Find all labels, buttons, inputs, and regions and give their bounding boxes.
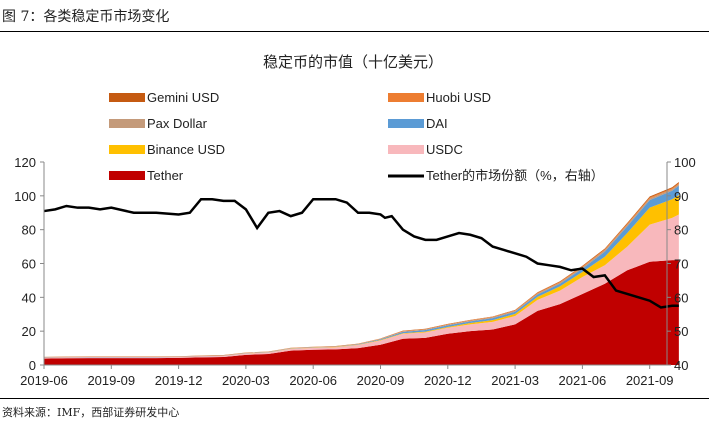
x-tick-label: 2020-06 <box>289 373 337 388</box>
y-tick-label-left: 40 <box>22 290 36 305</box>
x-tick-label: 2019-06 <box>20 373 68 388</box>
x-tick-label: 2020-09 <box>357 373 405 388</box>
x-tick-label: 2019-09 <box>87 373 135 388</box>
legend-label: Binance USD <box>147 142 225 157</box>
legend-label: Tether <box>147 168 184 183</box>
y-tick-label-left: 20 <box>22 324 36 339</box>
legend-swatch <box>109 171 145 180</box>
legend-label: Tether的市场份额（%，右轴） <box>426 168 604 183</box>
y-tick-label-left: 60 <box>22 257 36 272</box>
legend-label: Gemini USD <box>147 90 219 105</box>
top-rule <box>0 31 709 32</box>
y-tick-label-right: 50 <box>674 324 688 339</box>
source-note: 资料来源：IMF，西部证券研发中心 <box>2 406 180 419</box>
y-tick-label-right: 60 <box>674 290 688 305</box>
x-tick-label: 2020-12 <box>424 373 472 388</box>
area-tether <box>44 260 679 365</box>
legend-label: Pax Dollar <box>147 116 208 131</box>
y-tick-label-right: 100 <box>674 155 696 170</box>
chart-title: 稳定币的市值（十亿美元） <box>263 53 443 71</box>
tether-share-line <box>43 197 679 309</box>
bottom-rule <box>0 398 709 399</box>
legend-swatch <box>388 145 424 154</box>
y-tick-label-left: 120 <box>14 155 36 170</box>
legend-label: USDC <box>426 142 463 157</box>
x-tick-label: 2021-03 <box>491 373 539 388</box>
y-tick-label-left: 0 <box>29 358 36 373</box>
legend-swatch <box>109 93 145 102</box>
legend-swatch <box>109 119 145 128</box>
x-tick-label: 2021-09 <box>626 373 674 388</box>
y-tick-label-left: 80 <box>22 223 36 238</box>
legend-label: Huobi USD <box>426 90 491 105</box>
x-tick-label: 2021-06 <box>559 373 607 388</box>
y-tick-label-right: 80 <box>674 223 688 238</box>
stablecoin-chart: 稳定币的市值（十亿美元） 0 20 40 60 80 100 120 40 50 60 70 80 90… <box>14 53 696 388</box>
y-tick-label-right: 70 <box>674 257 688 272</box>
legend-swatch <box>388 119 424 128</box>
x-tick-label: 2020-03 <box>222 373 270 388</box>
legend-label: DAI <box>426 116 448 131</box>
figure-title: 图 7：各类稳定币市场变化 <box>2 9 170 25</box>
y-tick-label-left: 100 <box>14 189 36 204</box>
legend-swatch <box>109 145 145 154</box>
x-tick-label: 2019-12 <box>155 373 203 388</box>
legend-swatch <box>388 93 424 102</box>
y-tick-label-right: 40 <box>674 358 688 373</box>
y-tick-label-right: 90 <box>674 189 688 204</box>
